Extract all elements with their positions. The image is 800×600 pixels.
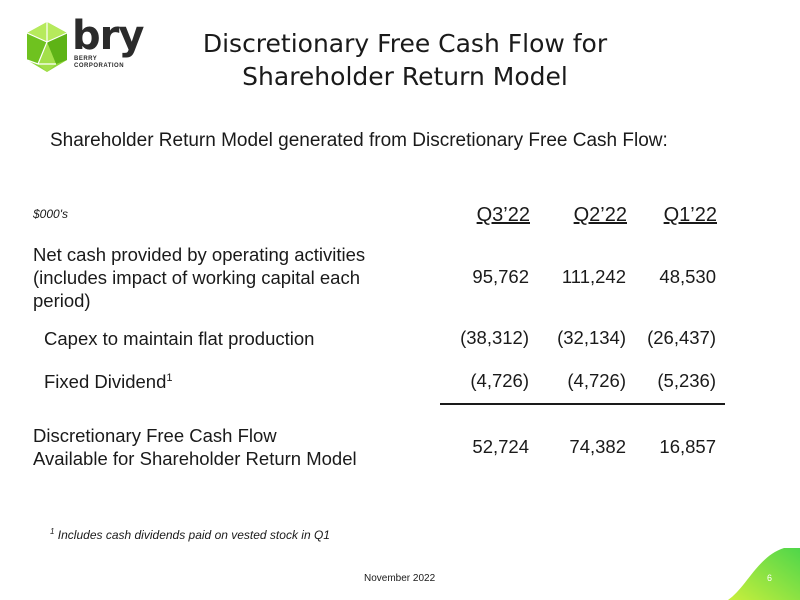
page-title-line2: Shareholder Return Model <box>242 62 568 91</box>
units-label: $000's <box>33 207 68 221</box>
row-label-line: period) <box>33 290 91 311</box>
cell-dividend-q3: (4,726) <box>470 370 529 391</box>
footnote-marker: 1 <box>166 371 173 384</box>
logo-subtext: BERRY CORPORATION <box>74 56 124 70</box>
logo-sub-line1: BERRY <box>74 56 98 62</box>
cell-net-cash-q1: 48,530 <box>659 266 716 287</box>
logo-sub-line2: CORPORATION <box>74 63 125 69</box>
row-label-line: Net cash provided by operating activitie… <box>33 244 366 265</box>
footnote-marker: 1 <box>50 527 55 536</box>
page-title-line1: Discretionary Free Cash Flow for <box>202 29 608 58</box>
footnote: 1 Includes cash dividends paid on vested… <box>50 527 330 543</box>
fixed-dividend-text: Fixed Dividend <box>44 371 167 392</box>
cell-dividend-q1: (5,236) <box>657 370 716 391</box>
berry-logo-icon <box>26 22 68 72</box>
cell-capex-q2: (32,134) <box>557 327 626 348</box>
cell-dividend-q2: (4,726) <box>567 370 626 391</box>
row-label-line: (includes impact of working capital each <box>33 267 360 288</box>
row-label-line: Available for Shareholder Return Model <box>33 448 357 469</box>
column-header-q1: Q1’22 <box>663 204 717 226</box>
page-number: 6 <box>767 573 773 583</box>
row-label-net-cash: Net cash provided by operating activitie… <box>33 243 365 312</box>
cell-capex-q3: (38,312) <box>460 327 529 348</box>
total-divider-line <box>440 403 725 405</box>
page-subtitle: Shareholder Return Model generated from … <box>50 130 668 151</box>
cell-net-cash-q2: 111,242 <box>561 266 626 287</box>
column-header-q2: Q2’22 <box>573 204 627 226</box>
corner-accent-shape <box>728 548 800 600</box>
cell-dfcf-q1: 16,857 <box>659 436 716 457</box>
footer-date: November 2022 <box>364 573 436 584</box>
logo-wordmark: bry <box>72 13 144 59</box>
row-label-fixed-dividend: Fixed Dividend1 <box>44 370 173 393</box>
page-title: Discretionary Free Cash Flow for Shareho… <box>180 27 630 93</box>
row-label-capex: Capex to maintain flat production <box>44 328 315 349</box>
cell-dfcf-q3: 52,724 <box>472 436 529 457</box>
row-label-discretionary-fcf: Discretionary Free Cash Flow Available f… <box>33 424 357 470</box>
cell-capex-q1: (26,437) <box>647 327 716 348</box>
column-header-q3: Q3’22 <box>476 204 530 226</box>
cell-dfcf-q2: 74,382 <box>569 436 626 457</box>
footnote-text: Includes cash dividends paid on vested s… <box>57 528 330 542</box>
cell-net-cash-q3: 95,762 <box>472 266 529 287</box>
row-label-line: Discretionary Free Cash Flow <box>33 425 277 446</box>
